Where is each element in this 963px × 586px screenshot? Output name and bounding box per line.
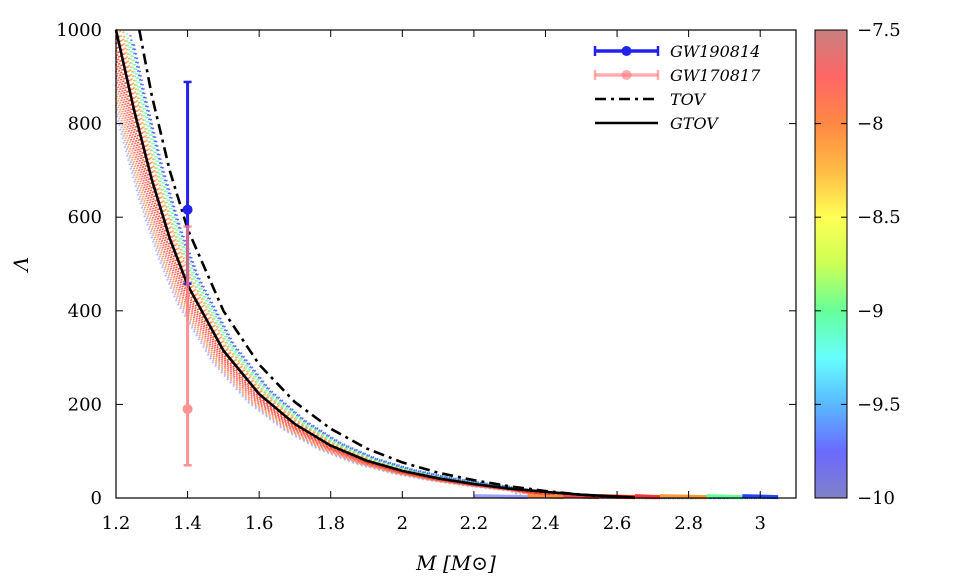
colorbar-tick-label: −9.5: [857, 394, 901, 415]
legend: GW190814 GW170817 TOV GTOV: [593, 42, 761, 133]
gw190814-point: [182, 204, 193, 215]
x-tick-label: 2.4: [531, 513, 560, 534]
y-tick-label: 1000: [56, 20, 102, 41]
legend-label-gtov: GTOV: [670, 114, 719, 133]
x-tick-label: 1.2: [102, 513, 131, 534]
x-tick-label: 1.6: [245, 513, 274, 534]
y-tick-label: 400: [68, 301, 102, 322]
band-curve: [125, 33, 743, 500]
x-axis-label: M [M⊙]: [415, 551, 496, 575]
band-curve: [125, 40, 743, 500]
x-tick-label: 3: [754, 513, 765, 534]
band-curve: [129, 34, 779, 500]
y-tick-label: 0: [91, 488, 102, 509]
x-tick-label: 1.4: [173, 513, 202, 534]
band-tail: [706, 494, 743, 500]
curves: [114, 29, 635, 499]
band-curve: [114, 63, 600, 500]
band-tail: [473, 494, 528, 500]
x-tick-label: 1.8: [316, 513, 345, 534]
x-tick-label: 2: [397, 513, 408, 534]
gw170817-errorbar: [182, 225, 193, 467]
legend-item-tov: TOV: [595, 90, 707, 109]
x-tick-label: 2.6: [603, 513, 632, 534]
axis-ticks: 1.2 1.4 1.6 1.8 2 2.2 2.4 2.6 2.8 3 0 200 400 600 800 1…: [56, 20, 796, 534]
colorbar-bar: [814, 29, 848, 499]
legend-marker-gw190814: [621, 46, 632, 56]
band-curve: [114, 104, 528, 500]
legend-item-gtov: GTOV: [595, 114, 719, 133]
legend-marker-gw170817: [621, 70, 632, 80]
legend-label-gw170817: GW170817: [670, 66, 761, 85]
y-axis-label: Λ: [9, 257, 33, 273]
gtov-curve: [114, 29, 635, 499]
x-tick-label: 2.8: [674, 513, 703, 534]
colorbar-tick-label: −8: [857, 114, 884, 135]
band-tail: [563, 494, 600, 500]
band-tail: [659, 494, 707, 500]
y-tick-label: 200: [68, 394, 102, 415]
colorbar: −7.5 −8 −8.5 −9 −9.5 −10: [814, 20, 901, 509]
plot-frame: [115, 29, 797, 499]
gw170817-point: [182, 404, 193, 415]
x-tick-label: 2.2: [460, 513, 489, 534]
legend-item-gw170817: GW170817: [593, 66, 761, 85]
error-bars: [182, 80, 193, 467]
y-tick-label: 800: [68, 114, 102, 135]
y-tick-label: 600: [68, 207, 102, 228]
legend-label-gw190814: GW190814: [670, 42, 760, 61]
band-tail: [634, 494, 661, 500]
colorbar-tick-label: −8.5: [857, 207, 901, 228]
colorbar-tick-label: −7.5: [857, 20, 901, 41]
tov-curve: [138, 29, 618, 499]
legend-label-tov: TOV: [670, 90, 707, 109]
colorbar-tick-label: −10: [857, 488, 895, 509]
colorbar-tick-label: −9: [857, 301, 884, 322]
legend-item-gw190814: GW190814: [593, 42, 760, 61]
band-curve: [114, 49, 635, 500]
